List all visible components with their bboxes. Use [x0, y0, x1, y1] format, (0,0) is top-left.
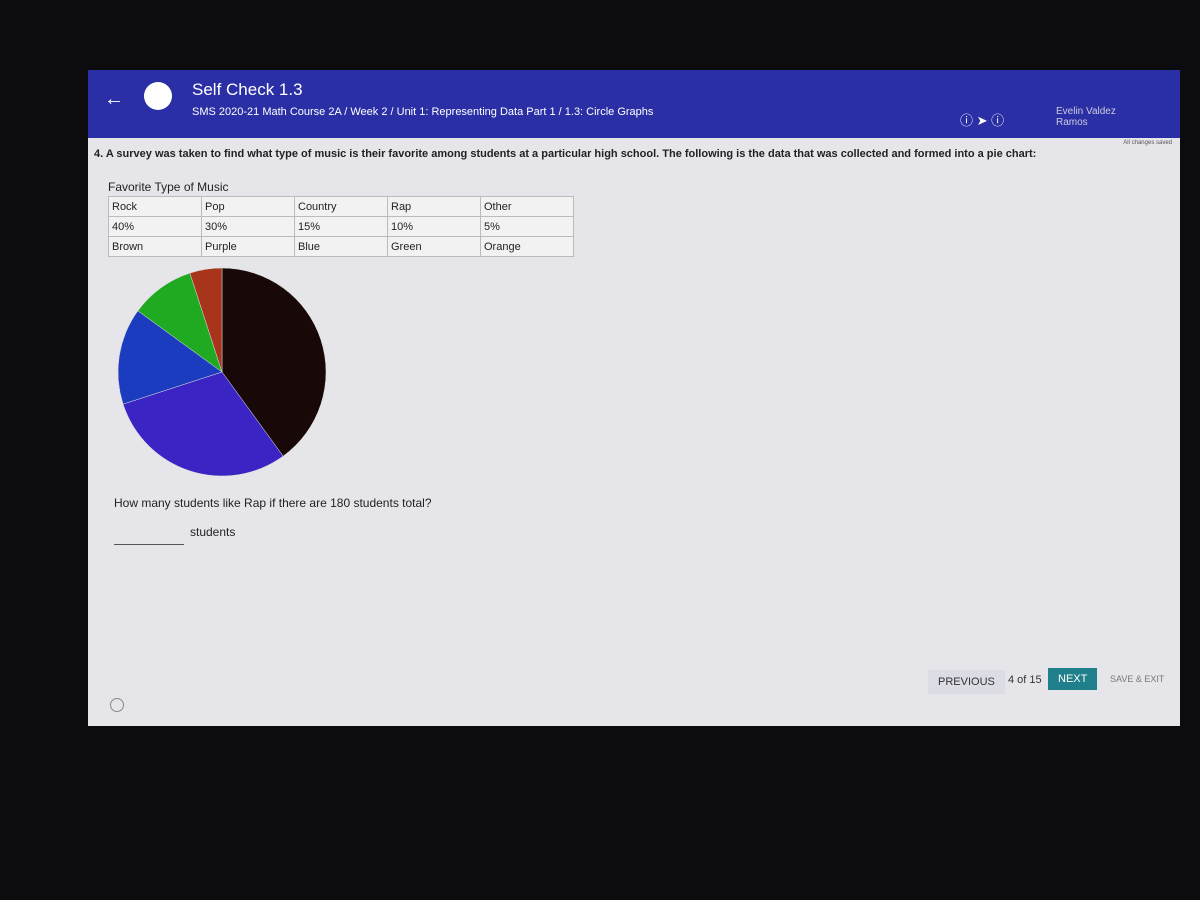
table-cell: Pop: [201, 196, 295, 217]
table-cell: 5%: [480, 216, 574, 237]
breadcrumb: SMS 2020-21 Math Course 2A / Week 2 / Un…: [192, 106, 654, 118]
table-cell: Other: [480, 196, 574, 217]
title: Self Check 1.3: [192, 80, 303, 99]
pie-chart: [117, 267, 327, 477]
table-cell: Rap: [387, 196, 481, 217]
save-exit-button[interactable]: SAVE & EXIT: [1110, 674, 1165, 684]
next-button[interactable]: NEXT: [1048, 668, 1098, 690]
save-status: All changes saved: [1123, 140, 1172, 146]
back-arrow[interactable]: ←: [104, 88, 124, 110]
position: 4 of 15: [1008, 674, 1042, 686]
table-cell: Rock: [108, 196, 202, 217]
prompt: How many students like Rap if there are …: [114, 496, 432, 510]
table-row: 40% 30% 15% 10% 5%: [108, 216, 574, 237]
table-cell: 10%: [387, 216, 481, 237]
data-table: Rock Pop Country Rap Other 40% 30% 15% 10% 5% Brow…: [108, 196, 574, 257]
table-cell: Orange: [480, 236, 574, 257]
previous-button[interactable]: PREVIOUS: [928, 670, 1005, 694]
table-cell: Country: [294, 196, 388, 217]
table-row: Rock Pop Country Rap Other: [108, 196, 574, 217]
pie-slice: [189, 267, 223, 373]
answer-input[interactable]: [114, 540, 184, 545]
table-row: Brown Purple Blue Green Orange: [108, 236, 574, 257]
quiz-icon: [144, 82, 172, 110]
table-cell: Blue: [294, 236, 388, 257]
table-cell: 15%: [294, 216, 388, 237]
answer-unit: students: [190, 525, 236, 539]
question-text: 4. A survey was taken to find what type …: [94, 148, 1037, 160]
screen: ← Self Check 1.3 SMS 2020-21 Math Course…: [88, 70, 1180, 726]
table-cell: Brown: [108, 236, 202, 257]
table-caption: Favorite Type of Music: [108, 180, 229, 194]
pie-slice: [221, 267, 327, 457]
pie-slice: [122, 371, 284, 477]
header-bar: ← Self Check 1.3 SMS 2020-21 Math Course…: [88, 70, 1180, 138]
table-cell: 30%: [201, 216, 295, 237]
table-cell: Green: [387, 236, 481, 257]
user-name: Evelin Valdez Ramos: [1056, 106, 1116, 128]
toolbar-icons[interactable]: ⓘ ➤ ⓘ: [960, 113, 1005, 128]
pie-slice: [117, 310, 223, 405]
table-cell: 40%: [108, 216, 202, 237]
timer-icon: [110, 698, 124, 712]
